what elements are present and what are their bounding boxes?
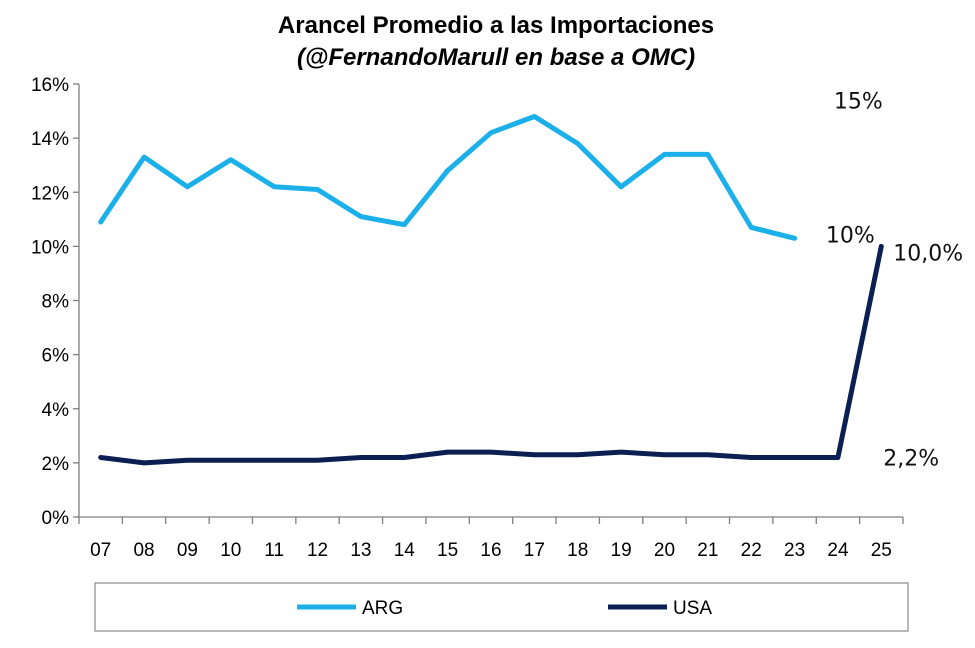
x-axis: 07 08 09 10 11 12 13 14 15 16 17 18 19 20 21 22 23 24 25 [78,516,904,561]
legend: ARG USA [94,582,909,632]
y-tick-label: 16% [31,75,69,96]
x-tick-label: 24 [827,540,849,561]
data-label: 10,0% [893,241,963,266]
x-tick-label: 13 [350,540,371,561]
series-line-usa [98,243,884,466]
y-tick-label: 0% [42,508,70,529]
y-tick-label: 10% [31,237,69,258]
x-tick-label: 12 [307,540,328,561]
y-axis: 0% 2% 4% 6% 8% 10% 12% 14% 16% [31,75,80,529]
x-tick-label: 14 [394,540,416,561]
x-tick-label: 16 [480,540,501,561]
x-tick-label: 21 [697,540,718,561]
y-tick-label: 6% [42,346,70,367]
chart-subtitle: (@FernandoMarull en base a OMC) [297,44,695,71]
x-tick-label: 09 [177,540,198,561]
legend-label-arg: ARG [362,598,403,619]
chart-title: Arancel Promedio a las Importaciones [278,12,714,39]
x-tick-label: 07 [90,540,111,561]
x-tick-label: 20 [654,540,675,561]
data-label: 2,2% [883,447,939,472]
data-label: 10% [826,223,875,248]
x-tick-label: 10 [220,540,241,561]
x-tick-label: 15 [437,540,458,561]
y-tick-label: 12% [31,183,69,204]
x-tick-label: 19 [611,540,632,561]
x-tick-label: 17 [524,540,545,561]
y-tick-label: 2% [42,454,70,475]
x-tick-label: 18 [567,540,588,561]
x-tick-label: 22 [741,540,762,561]
y-tick-label: 8% [42,292,70,313]
legend-box [94,582,909,632]
x-tick-label: 25 [871,540,892,561]
x-tick-label: 08 [133,540,154,561]
x-tick-label: 23 [784,540,805,561]
x-tick-label: 11 [264,540,284,561]
y-tick-label: 4% [42,400,70,421]
y-tick-label: 14% [31,129,69,150]
annotations: 15% 10% 10,0% 2,2% [826,90,963,472]
data-label: 15% [834,90,883,115]
series-layer [98,114,884,466]
legend-label-usa: USA [673,598,712,619]
series-line-arg [98,114,798,241]
